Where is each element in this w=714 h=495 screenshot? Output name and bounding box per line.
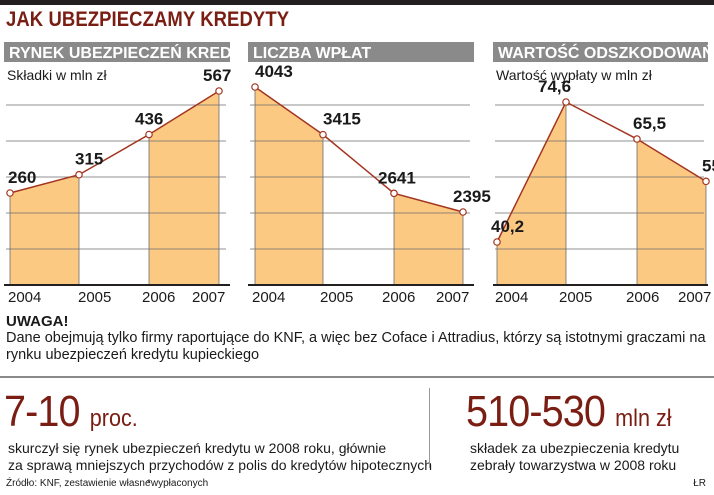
data-point	[319, 130, 327, 139]
axis-title: Składki w mln zł	[7, 67, 107, 83]
tick-label: 2005	[78, 289, 111, 306]
data-point	[251, 83, 259, 91]
tick-label: 2007	[436, 289, 469, 306]
series-line	[9, 90, 220, 194]
note-title: UWAGA!	[6, 313, 69, 330]
tick-label: 2006	[142, 289, 175, 306]
fact-number: 7-10	[4, 387, 81, 436]
facts-divider	[429, 388, 430, 468]
data-point	[75, 170, 83, 179]
tick-label: 2004	[495, 289, 528, 306]
panel-header-bar	[493, 42, 708, 62]
page-title: JAK UBEZPIECZAMY KREDYTY	[6, 8, 290, 31]
tick-label: 2004	[252, 289, 285, 306]
fact-unit: proc.	[89, 405, 138, 432]
fact-desc-line: za sprawą mniejszych przychodów z polis …	[8, 457, 433, 473]
charts-area: RYNEK UBEZPIECZEŃ KREDYTU Składki w mln z…	[4, 42, 714, 306]
data-point	[702, 177, 710, 186]
data-label: 65,5	[633, 114, 666, 133]
area-fill	[497, 102, 566, 285]
axis-title: Wartość wypłaty w mln zł	[496, 67, 653, 83]
tick-label: 2004	[8, 289, 41, 306]
panel-header-bar	[4, 42, 230, 62]
data-label: 4043	[255, 62, 293, 81]
data-point	[215, 87, 223, 95]
data-label: 2395	[453, 187, 491, 206]
fact-unit: mln zł	[615, 405, 672, 432]
data-point	[145, 130, 153, 139]
source-note: Źródło: KNF, zestawienie własne	[6, 478, 151, 489]
series-line	[496, 100, 707, 243]
area-fill	[10, 174, 79, 285]
area-fill	[255, 87, 323, 285]
data-label: 260	[8, 168, 36, 187]
tick-label: 2005	[320, 289, 353, 306]
area-fill	[637, 139, 706, 285]
tick-label: 2006	[382, 289, 415, 306]
fact-number: 510-530	[466, 387, 606, 436]
series-line	[254, 86, 464, 213]
fact-number-premiums: 510-530 mln zł	[466, 390, 672, 441]
data-label: 40,2	[491, 217, 524, 236]
tick-label: 2007	[678, 289, 711, 306]
fact-desc-line: skurczył się rynek ubezpieczeń kredytu w…	[8, 440, 387, 456]
data-point	[459, 208, 467, 216]
data-point	[562, 98, 570, 106]
data-label: 2641	[378, 168, 416, 187]
top-rule	[0, 0, 714, 5]
data-point	[493, 238, 501, 246]
fact-desc-line: zebrały towarzystwa w 2008 roku	[470, 457, 677, 473]
footnote: *wypłaconych	[147, 478, 209, 489]
section-divider	[0, 376, 714, 378]
data-label: 3415	[323, 110, 361, 129]
data-label: 436	[135, 110, 163, 129]
data-point	[6, 189, 14, 197]
tick-label: 2006	[626, 289, 659, 306]
data-label: 567	[203, 66, 231, 85]
panel-title: RYNEK UBEZPIECZEŃ KREDYTU	[9, 43, 264, 62]
panel-title: LICZBA WPŁAT	[253, 45, 371, 62]
data-label: 74,6	[538, 77, 571, 96]
data-label: 315	[75, 150, 103, 169]
tick-label: 2007	[192, 289, 225, 306]
note-text: Dane obejmują tylko firmy raportujące do…	[6, 330, 706, 363]
chart-panel: RYNEK UBEZPIECZEŃ KREDYTU Składki w mln z…	[4, 42, 264, 306]
area-fill	[149, 91, 219, 285]
panel-header-bar	[248, 42, 474, 62]
data-label: 55,1	[702, 156, 714, 175]
chart-panel: WARTOŚĆ ODSZKODOWAŃ* Wartość wypłaty w ml…	[491, 42, 714, 306]
author-signature: ŁR	[693, 478, 706, 489]
tick-label: 2005	[559, 289, 592, 306]
area-fill	[394, 193, 463, 285]
fact-desc-line: składek za ubezpieczenia kredytu	[470, 440, 680, 456]
panel-title: WARTOŚĆ ODSZKODOWAŃ*	[498, 43, 714, 62]
fact-number-market-shrink: 7-10 proc.	[4, 390, 138, 441]
data-point	[633, 135, 641, 143]
data-point	[390, 189, 398, 198]
